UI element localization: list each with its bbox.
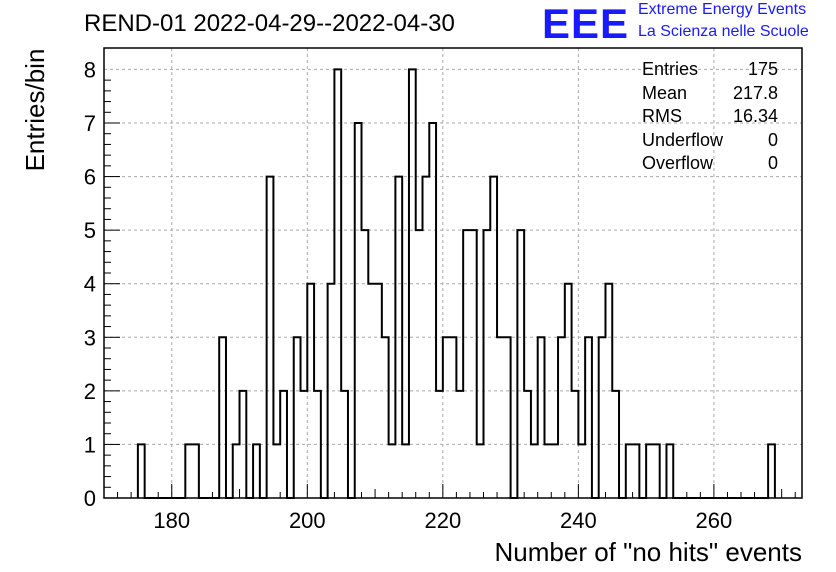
histogram-bin [185, 444, 192, 498]
histogram-bin [626, 444, 633, 498]
logo-line-1: Extreme Energy Events [638, 1, 807, 18]
stats-value: 217.8 [732, 82, 778, 103]
histogram-bin [666, 444, 673, 498]
x-tick-label: 200 [289, 508, 326, 533]
histogram-bin [538, 337, 545, 498]
stats-row-mean: Mean 217.8 [642, 82, 778, 106]
histogram-bin [273, 444, 280, 498]
stats-row-overflow: Overflow 0 [642, 152, 778, 176]
histogram-bin [578, 444, 585, 498]
y-tick-label: 1 [84, 432, 96, 457]
y-tick-label: 7 [84, 111, 96, 136]
stats-value: 0 [767, 153, 778, 173]
y-tick-label: 6 [84, 165, 96, 190]
histogram-bin [253, 444, 260, 498]
histogram-bin [544, 444, 551, 498]
histogram-bin [551, 444, 558, 498]
stats-box: Entries 175 Mean 217.8 RMS 16.34 Underflow 0… [642, 58, 778, 176]
histogram-bin [470, 230, 477, 498]
histogram-bin [477, 444, 484, 498]
stats-label: Underflow [642, 129, 724, 150]
stats-row-underflow: Underflow 0 [642, 129, 778, 153]
histogram-bin [382, 337, 389, 498]
histogram-bin [443, 337, 450, 498]
histogram-bin [463, 230, 470, 498]
x-tick-label: 240 [560, 508, 597, 533]
eee-logo: EEE [542, 2, 629, 42]
stats-label: Overflow [642, 153, 714, 173]
histogram-bin [497, 337, 504, 498]
histogram-bin [558, 337, 565, 498]
histogram-bin [362, 230, 369, 498]
histogram-bin [355, 123, 362, 498]
histogram-bin [768, 444, 775, 498]
x-tick-label: 180 [153, 508, 190, 533]
y-tick-label: 2 [84, 379, 96, 404]
histogram-bin [585, 337, 592, 498]
svg-text:EEE: EEE [542, 2, 629, 42]
x-tick-label: 220 [424, 508, 461, 533]
logo-line-2: La Scienza nelle Scuole [638, 23, 809, 40]
histogram-bin [429, 123, 436, 498]
histogram-bin [599, 337, 606, 498]
histogram-bin [653, 444, 660, 498]
histogram-bin [233, 444, 240, 498]
y-tick-label: 8 [84, 57, 96, 82]
histogram-bin [633, 444, 640, 498]
histogram-bin [219, 337, 226, 498]
histogram-bin [294, 337, 301, 498]
y-tick-label: 0 [84, 486, 96, 511]
histogram-bin [483, 230, 490, 498]
stats-label: RMS [642, 106, 682, 126]
stats-value: 16.34 [732, 106, 778, 126]
histogram-bin [416, 230, 423, 498]
y-tick-label: 5 [84, 218, 96, 243]
histogram-bin [138, 444, 145, 498]
histogram-bin [402, 444, 409, 498]
histogram-bin [531, 444, 538, 498]
stats-row-rms: RMS 16.34 [642, 105, 778, 129]
y-tick-label: 4 [84, 272, 96, 297]
stats-value: 0 [767, 129, 778, 150]
histogram-bin [646, 444, 653, 498]
histogram-bin [389, 444, 396, 498]
y-tick-label: 3 [84, 325, 96, 350]
x-axis-label: Number of "no hits" events [494, 537, 803, 567]
stats-row-entries: Entries 175 [642, 58, 778, 82]
histogram-outline [136, 68, 776, 499]
histogram-bin [517, 230, 524, 498]
stats-label: Entries [642, 59, 699, 79]
chart-title: REND-01 2022-04-29--2022-04-30 [84, 10, 455, 37]
stats-value: 175 [747, 59, 778, 79]
histogram-bin [450, 337, 457, 498]
stats-label: Mean [642, 82, 688, 103]
x-tick-label: 260 [696, 508, 733, 533]
histogram-bin [504, 337, 511, 498]
histogram-bin [192, 444, 199, 498]
